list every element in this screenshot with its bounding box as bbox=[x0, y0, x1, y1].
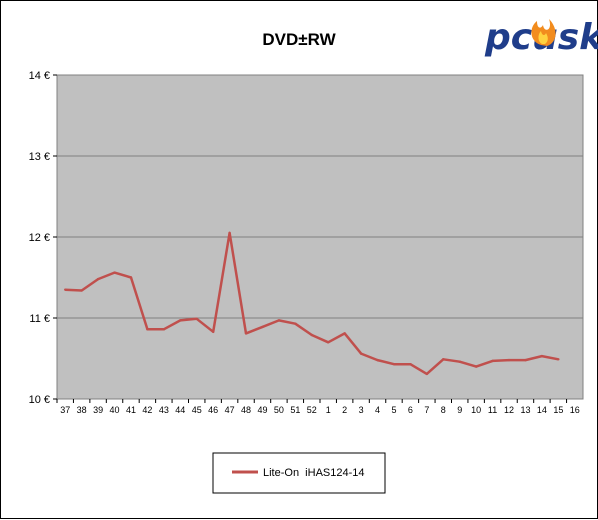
x-tick-label: 2 bbox=[342, 405, 347, 415]
x-tick-label: 13 bbox=[520, 405, 530, 415]
data-point bbox=[557, 358, 560, 361]
y-tick-label: 12 € bbox=[29, 232, 50, 244]
x-tick-label: 4 bbox=[375, 405, 380, 415]
x-tick-label: 11 bbox=[488, 405, 497, 415]
x-tick-label: 8 bbox=[441, 405, 446, 415]
x-tick-label: 39 bbox=[93, 405, 103, 415]
x-tick-label: 7 bbox=[424, 405, 429, 415]
x-tick-label: 49 bbox=[257, 405, 267, 415]
data-point bbox=[96, 277, 100, 281]
data-point bbox=[409, 362, 412, 366]
x-tick-label: 42 bbox=[142, 405, 152, 415]
data-point bbox=[392, 362, 396, 366]
y-tick-label: 13 € bbox=[29, 151, 50, 163]
data-point bbox=[310, 333, 313, 337]
flame-icon bbox=[531, 19, 556, 46]
data-point bbox=[474, 365, 478, 368]
data-point bbox=[442, 358, 445, 361]
site-logo: pcusk bbox=[484, 17, 598, 58]
x-tick-label: 46 bbox=[208, 405, 218, 415]
data-point bbox=[113, 271, 116, 274]
x-tick-label: 38 bbox=[77, 405, 87, 415]
x-tick-label: 1 bbox=[326, 405, 331, 415]
x-tick-label: 3 bbox=[359, 405, 364, 415]
x-tick-label: 12 bbox=[504, 405, 514, 415]
data-point bbox=[64, 288, 67, 291]
x-tick-label: 44 bbox=[175, 405, 185, 415]
series-lines bbox=[64, 231, 560, 376]
data-point bbox=[540, 354, 544, 358]
data-point bbox=[179, 319, 182, 322]
x-tick-label: 51 bbox=[290, 405, 300, 415]
x-tick-label: 10 bbox=[471, 405, 481, 415]
chart-title: DVD±RW bbox=[262, 30, 336, 49]
data-point bbox=[80, 289, 83, 292]
data-point bbox=[327, 341, 330, 344]
x-tick-label: 50 bbox=[274, 405, 284, 415]
data-point bbox=[507, 358, 511, 362]
data-point bbox=[343, 332, 346, 335]
data-point bbox=[294, 322, 297, 325]
data-point bbox=[146, 328, 149, 331]
x-tick-label: 47 bbox=[225, 405, 235, 415]
data-point bbox=[129, 276, 133, 279]
legend-label: Lite-On iHAS124-14 bbox=[263, 467, 365, 479]
legend: Lite-On iHAS124-14 bbox=[212, 452, 386, 494]
x-tick-label: 40 bbox=[110, 405, 120, 415]
x-tick-label: 9 bbox=[457, 405, 462, 415]
data-point bbox=[244, 332, 248, 335]
data-point bbox=[425, 372, 429, 376]
x-tick-label: 52 bbox=[307, 405, 317, 415]
x-tick-label: 48 bbox=[241, 405, 251, 415]
x-tick-label: 43 bbox=[159, 405, 169, 415]
data-point bbox=[491, 359, 494, 363]
x-tick-label: 16 bbox=[570, 405, 580, 415]
x-tick-label: 37 bbox=[60, 405, 70, 415]
x-axis: 37 38 39 40 41 42 43 44 45 46 47 48 49 50 51 52 1 2 3 4 5 6 7 8… bbox=[56, 399, 580, 415]
data-point bbox=[277, 319, 281, 322]
data-point bbox=[524, 358, 527, 362]
y-tick-label: 11 € bbox=[29, 313, 50, 325]
data-point bbox=[376, 358, 379, 362]
y-axis: 10 € 11 € 12 € 13 € 14 € bbox=[29, 70, 57, 406]
data-point bbox=[162, 328, 166, 331]
x-tick-label: 15 bbox=[553, 405, 563, 415]
data-point bbox=[195, 317, 198, 321]
x-tick-label: 5 bbox=[391, 405, 396, 415]
x-tick-label: 6 bbox=[408, 405, 413, 415]
data-point bbox=[261, 325, 264, 329]
data-point bbox=[359, 352, 363, 355]
x-tick-label: 14 bbox=[537, 405, 547, 415]
y-tick-label: 14 € bbox=[29, 70, 50, 82]
data-point bbox=[211, 330, 215, 333]
y-tick-label: 10 € bbox=[29, 394, 50, 406]
data-point bbox=[228, 231, 231, 235]
x-tick-label: 41 bbox=[126, 405, 136, 415]
data-point bbox=[458, 360, 461, 363]
x-tick-label: 45 bbox=[192, 405, 202, 415]
